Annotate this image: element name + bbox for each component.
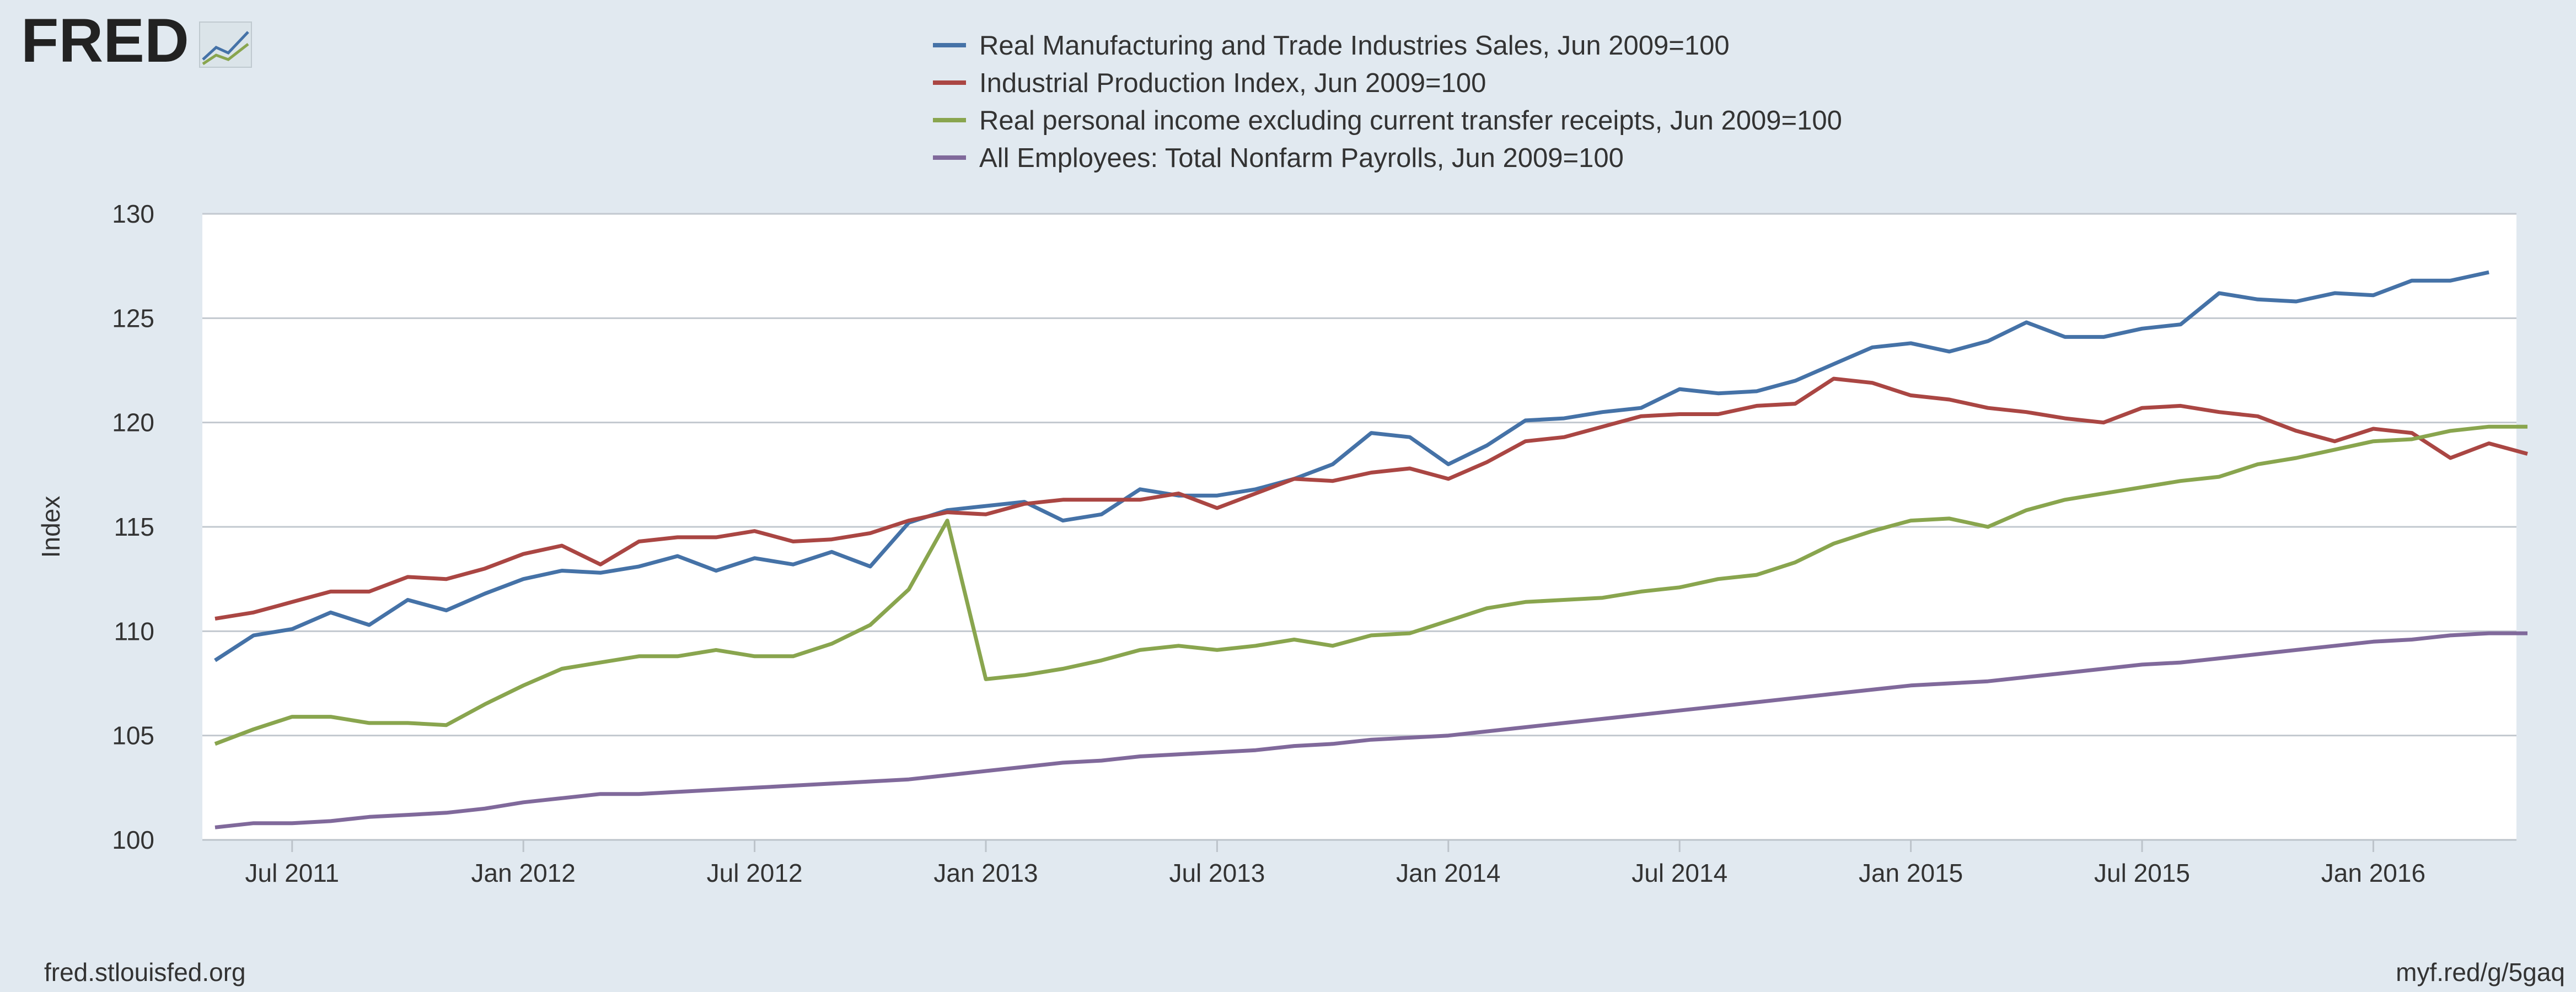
x-tick-label: Jan 2012	[471, 859, 576, 887]
series-lines	[214, 270, 2528, 829]
legend-label: Real personal income excluding current t…	[979, 106, 1842, 136]
legend-item-3[interactable]: All Employees: Total Nonfarm Payrolls, J…	[933, 143, 1624, 173]
y-tick-label: 100	[112, 826, 154, 854]
legend-item-1[interactable]: Industrial Production Index, Jun 2009=10…	[933, 68, 1486, 98]
legend: Real Manufacturing and Trade Industries …	[933, 31, 1842, 173]
footer-short-link[interactable]: myf.red/g/5gaq	[2396, 958, 2565, 986]
line-graph-icon	[199, 21, 252, 68]
legend-label: Real Manufacturing and Trade Industries …	[979, 31, 1730, 61]
y-tick-label: 115	[114, 513, 154, 541]
y-axis: 100 105 110 115 120 125 130	[112, 200, 154, 854]
y-tick-label: 120	[112, 408, 154, 437]
x-tick-label: Jan 2015	[1859, 859, 1963, 887]
x-axis: Jul 2011 Jan 2012 Jul 2012 Jan 2013 Jul 2013…	[202, 839, 2516, 887]
x-tick-label: Jan 2016	[2321, 859, 2425, 887]
fred-logo-text: FRED	[21, 6, 189, 75]
footer-source[interactable]: fred.stlouisfed.org	[44, 958, 246, 986]
x-tick-label: Jan 2014	[1396, 859, 1500, 887]
y-tick-label: 105	[112, 721, 154, 750]
legend-item-2[interactable]: Real personal income excluding current t…	[933, 106, 1842, 136]
x-tick-label: Jan 2013	[933, 859, 1038, 887]
series-line-3[interactable]	[214, 631, 2527, 829]
series-line-0[interactable]	[214, 270, 2489, 662]
series-line-2[interactable]	[214, 424, 2527, 746]
x-tick-label: Jul 2011	[245, 859, 340, 887]
legend-label: Industrial Production Index, Jun 2009=10…	[979, 68, 1486, 98]
y-tick-label: 125	[112, 304, 154, 332]
y-tick-label: 110	[114, 617, 154, 645]
legend-item-0[interactable]: Real Manufacturing and Trade Industries …	[933, 31, 1730, 61]
x-tick-label: Jul 2013	[1169, 859, 1265, 887]
fred-logo[interactable]: FRED	[21, 6, 252, 75]
legend-label: All Employees: Total Nonfarm Payrolls, J…	[979, 143, 1624, 173]
y-axis-title: Index	[36, 496, 65, 558]
series-line-1[interactable]	[214, 376, 2528, 621]
x-tick-label: Jul 2015	[2094, 859, 2190, 887]
x-tick-label: Jul 2012	[707, 859, 803, 887]
x-tick-label: Jul 2014	[1632, 859, 1727, 887]
y-tick-label: 130	[112, 200, 154, 228]
gridlines	[202, 213, 2516, 841]
